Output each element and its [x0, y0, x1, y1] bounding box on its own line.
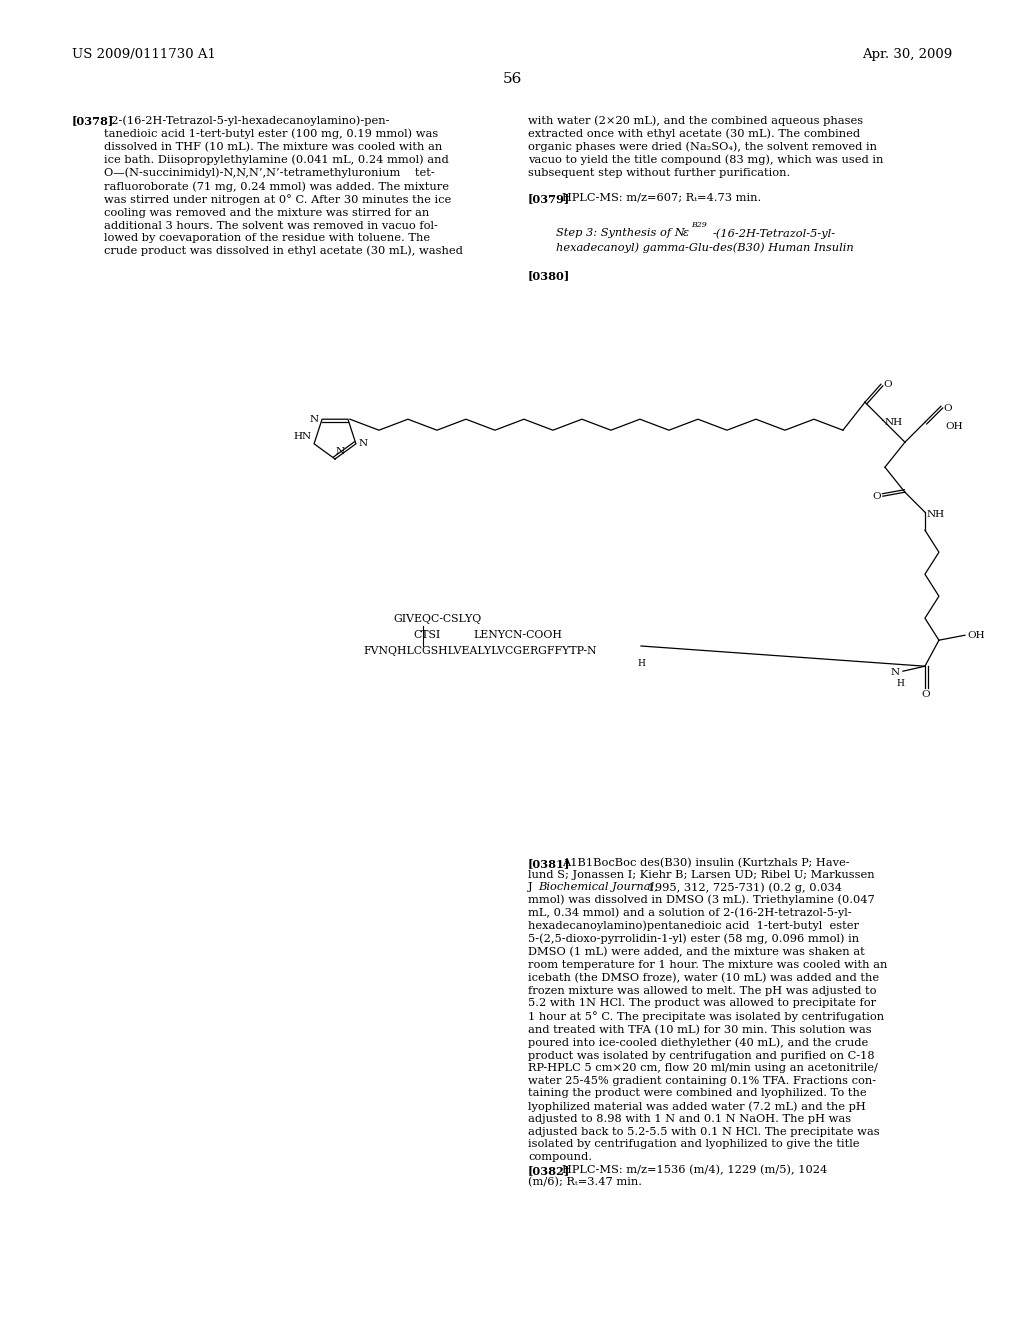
Text: OH: OH: [967, 631, 984, 640]
Text: B29: B29: [691, 220, 707, 228]
Text: FVNQHLCGSHLVEALYLVCGERGFFYTP-N: FVNQHLCGSHLVEALYLVCGERGFFYTP-N: [362, 645, 597, 656]
Text: 1995, 312, 725-731) (0.2 g, 0.034: 1995, 312, 725-731) (0.2 g, 0.034: [644, 882, 842, 892]
Text: OH: OH: [945, 421, 963, 430]
Text: N: N: [336, 447, 345, 455]
Text: [0378]: [0378]: [72, 115, 115, 125]
Text: with water (2×20 mL), and the combined aqueous phases
extracted once with ethyl : with water (2×20 mL), and the combined a…: [528, 115, 884, 178]
Text: H: H: [637, 659, 645, 668]
Text: GIVEQC-CSLYQ: GIVEQC-CSLYQ: [393, 614, 481, 624]
Text: 56: 56: [503, 73, 521, 86]
Text: -(16-2H-Tetrazol-5-yl-: -(16-2H-Tetrazol-5-yl-: [713, 228, 837, 239]
Text: [0382]: [0382]: [528, 1166, 570, 1176]
Text: O: O: [943, 404, 951, 413]
Text: HPLC-MS: m/z=607; Rₜ=4.73 min.: HPLC-MS: m/z=607; Rₜ=4.73 min.: [562, 193, 761, 203]
Text: N: N: [359, 440, 368, 449]
Text: HN: HN: [294, 432, 312, 441]
Text: H: H: [896, 680, 904, 688]
Text: Step 3: Synthesis of N: Step 3: Synthesis of N: [556, 228, 685, 238]
Text: (m/6); Rₜ=3.47 min.: (m/6); Rₜ=3.47 min.: [528, 1177, 642, 1187]
Text: hexadecanoyl) gamma-Glu-des(B30) Human Insulin: hexadecanoyl) gamma-Glu-des(B30) Human I…: [556, 242, 854, 252]
Text: ε: ε: [683, 228, 689, 238]
Text: NH: NH: [885, 418, 903, 428]
Text: [0379]: [0379]: [528, 193, 570, 205]
Text: [0380]: [0380]: [528, 271, 570, 281]
Text: O: O: [883, 380, 892, 389]
Text: NH: NH: [927, 511, 945, 519]
Text: Biochemical Journal,: Biochemical Journal,: [538, 882, 657, 892]
Text: N: N: [310, 414, 319, 424]
Text: J: J: [528, 882, 537, 892]
Text: mmol) was dissolved in DMSO (3 mL). Triethylamine (0.047
mL, 0.34 mmol) and a so: mmol) was dissolved in DMSO (3 mL). Trie…: [528, 894, 888, 1162]
Text: LENYCN-COOH: LENYCN-COOH: [473, 630, 562, 640]
Text: lund S; Jonassen I; Kiehr B; Larsen UD; Ribel U; Markussen: lund S; Jonassen I; Kiehr B; Larsen UD; …: [528, 870, 874, 880]
Text: N: N: [891, 668, 900, 677]
Text: Apr. 30, 2009: Apr. 30, 2009: [862, 48, 952, 61]
Text: US 2009/0111730 A1: US 2009/0111730 A1: [72, 48, 216, 61]
Text: O: O: [922, 690, 930, 700]
Text: [0381]: [0381]: [528, 858, 570, 869]
Text: 2-(16-2H-Tetrazol-5-yl-hexadecanoylamino)-pen-
tanedioic acid 1-tert-butyl ester: 2-(16-2H-Tetrazol-5-yl-hexadecanoylamino…: [104, 115, 463, 256]
Text: HPLC-MS: m/z=1536 (m/4), 1229 (m/5), 1024: HPLC-MS: m/z=1536 (m/4), 1229 (m/5), 102…: [562, 1166, 827, 1175]
Text: A1B1BocBoc des(B30) insulin (Kurtzhals P; Have-: A1B1BocBoc des(B30) insulin (Kurtzhals P…: [562, 858, 850, 869]
Text: O: O: [872, 492, 881, 500]
Text: CTSI: CTSI: [413, 630, 440, 640]
